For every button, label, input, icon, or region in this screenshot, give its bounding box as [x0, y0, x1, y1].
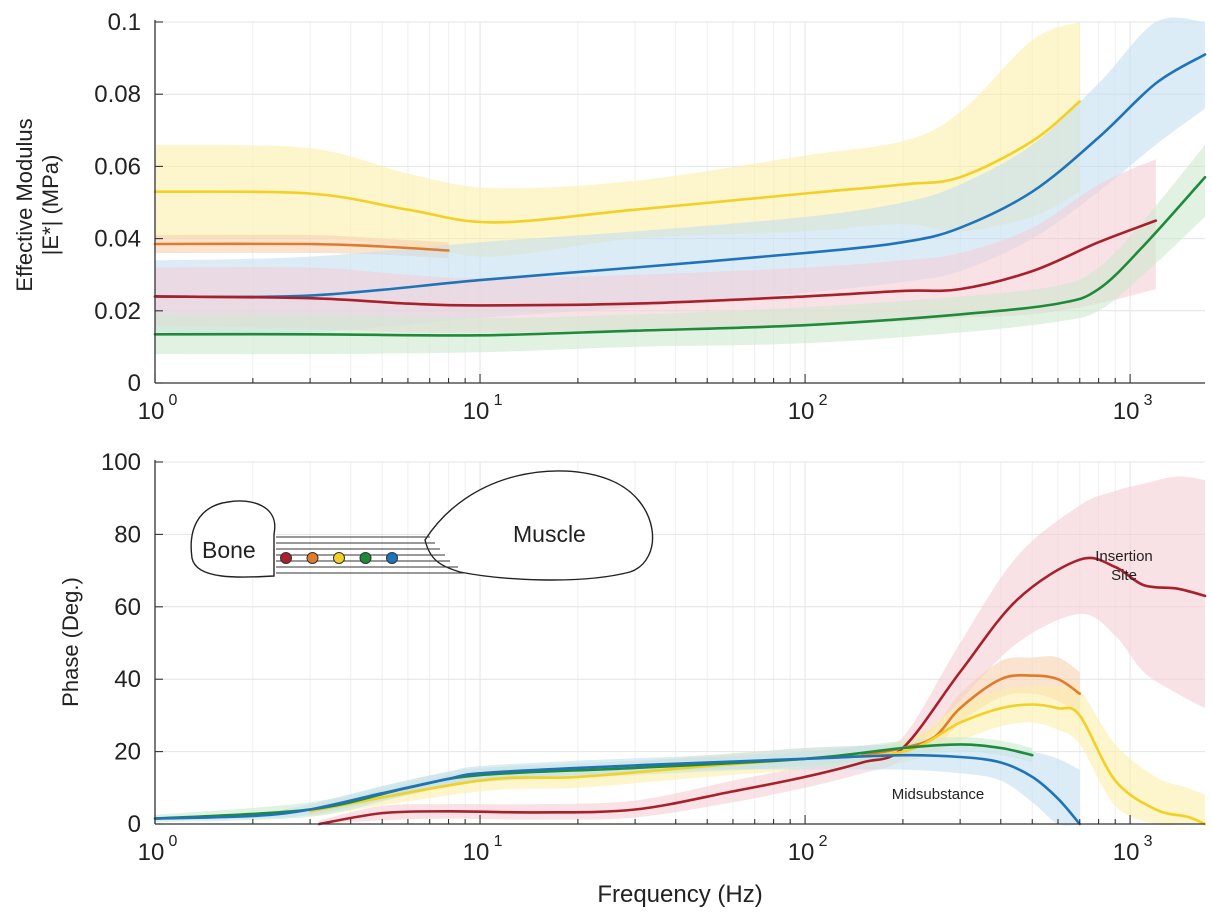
y-tick-label: 60	[114, 594, 141, 621]
location-dot-3	[359, 552, 372, 564]
location-dot-2	[333, 552, 345, 564]
location-dot-4	[386, 552, 398, 564]
series-line-2	[308, 703, 1207, 826]
x-tick-label: 10	[463, 398, 490, 425]
y-tick-label: 0.02	[94, 298, 141, 325]
x-tick-exponent: 3	[1144, 392, 1153, 409]
y-tick-label: 0	[128, 370, 141, 397]
phase-lines	[153, 556, 1207, 826]
confidence-band-0	[319, 476, 1205, 824]
series-line-0	[153, 100, 1081, 224]
modulus-ylabel-line1: Effective Modulus	[12, 118, 37, 291]
x-tick-label: 10	[138, 398, 165, 425]
muscle-outline	[424, 470, 654, 581]
phase-bands	[155, 476, 1206, 826]
y-tick-label: 100	[101, 449, 141, 476]
modulus-ylabel-line2: |E*| (MPa)	[38, 155, 63, 256]
modulus-axes	[154, 20, 1205, 384]
x-tick-label: 10	[788, 398, 815, 425]
y-tick-label: 0	[128, 811, 141, 838]
series-line-4	[153, 175, 1207, 337]
x-tick-exponent: 3	[1144, 833, 1153, 850]
phase-axes	[154, 460, 1205, 825]
y-tick-label: 40	[114, 666, 141, 693]
location-dots	[280, 552, 398, 564]
modulus-tick-labels: 00.020.040.060.080.110 0 10 1 10 2 10 3	[94, 9, 1152, 425]
x-tick-exponent: 2	[819, 392, 828, 409]
x-tick-exponent: 2	[819, 833, 828, 850]
y-tick-label: 20	[114, 739, 141, 766]
x-tick-exponent: 1	[494, 392, 503, 409]
y-tick-label: 80	[114, 521, 141, 548]
y-tick-label: 0.08	[94, 81, 141, 108]
series-line-1	[153, 242, 450, 252]
y-tick-label: 0.04	[94, 226, 141, 253]
x-tick-label: 10	[138, 839, 165, 866]
location-dot-0	[280, 552, 292, 564]
phase-xlabel: Frequency (Hz)	[597, 881, 762, 908]
x-tick-label: 10	[1113, 398, 1140, 425]
confidence-band-2	[155, 17, 1205, 334]
y-tick-label: 0.06	[94, 153, 141, 180]
x-tick-label: 10	[1113, 839, 1140, 866]
location-dot-1	[306, 552, 319, 564]
x-tick-exponent: 0	[169, 392, 178, 409]
confidence-band-0	[155, 22, 1080, 257]
modulus-bands	[155, 17, 1205, 355]
modulus-plot: 00.020.040.060.080.110 0 10 1 10 2 10 3 Effecti…	[12, 9, 1207, 425]
annotation-insertion: Insertion	[1095, 548, 1153, 565]
y-tick-label: 0.1	[108, 9, 141, 36]
series-line-0	[317, 556, 1207, 826]
x-tick-label: 10	[463, 839, 490, 866]
bone-label: Bone	[202, 537, 256, 563]
x-tick-exponent: 0	[169, 833, 178, 850]
series-line-3	[153, 743, 1034, 820]
muscle-label: Muscle	[513, 521, 586, 547]
series-line-4	[153, 753, 1081, 826]
x-tick-exponent: 1	[494, 833, 503, 850]
annotation-midsubstance: Midsubstance	[892, 786, 985, 803]
bone-outline	[190, 500, 276, 578]
tendon-schematic: Bone Muscle	[190, 470, 654, 581]
series-line-3	[153, 219, 1158, 307]
phase-ylabel: Phase (Deg.)	[58, 577, 83, 707]
confidence-band-4	[155, 743, 1080, 826]
x-tick-label: 10	[788, 839, 815, 866]
annotation-site: Site	[1111, 567, 1137, 584]
modulus-lines	[153, 53, 1207, 337]
confidence-band-4	[155, 144, 1205, 355]
series-line-2	[153, 53, 1207, 299]
